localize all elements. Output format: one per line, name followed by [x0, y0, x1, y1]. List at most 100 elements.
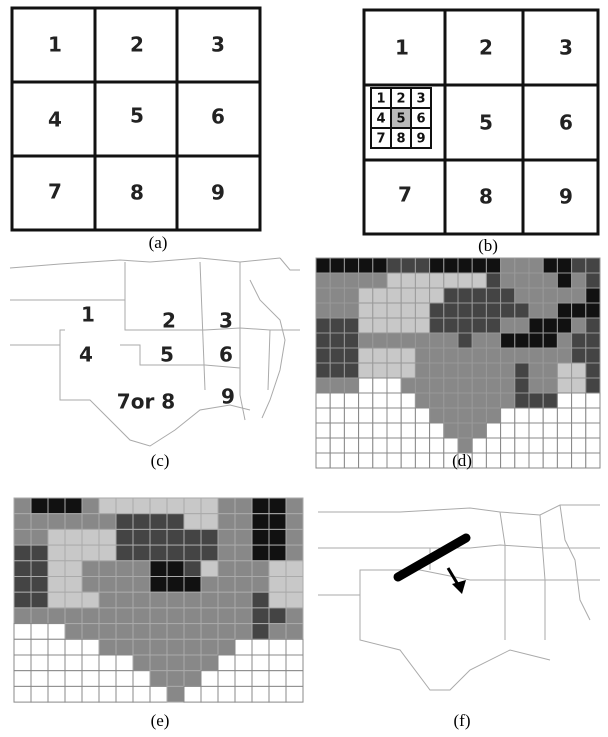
grid-cell — [330, 393, 344, 408]
grid-cell — [330, 258, 344, 273]
grid-cell — [252, 545, 269, 561]
grid-cell — [444, 303, 458, 318]
grid-cell — [387, 453, 401, 468]
grid-cell — [344, 273, 358, 288]
grid-cell — [82, 608, 99, 624]
grid-cell — [252, 498, 269, 514]
grid-cell — [444, 393, 458, 408]
cell-label: 6 — [559, 111, 573, 135]
grid-cell — [401, 258, 415, 273]
cell-label: 1 — [395, 36, 409, 60]
grid-cell — [444, 423, 458, 438]
grid-cell — [252, 608, 269, 624]
grid-cell — [515, 438, 529, 453]
grid-cell — [150, 561, 167, 577]
subcell-label: 5 — [396, 112, 405, 127]
grid-cell — [316, 408, 330, 423]
grid-cell — [316, 333, 330, 348]
grid-cell — [65, 529, 82, 545]
grid-cell — [387, 393, 401, 408]
grid-cell — [218, 624, 235, 640]
grid-cell — [344, 378, 358, 393]
grid-cell — [529, 408, 543, 423]
grid-cell — [201, 514, 218, 530]
grid-cell — [472, 453, 486, 468]
grid-cell — [252, 655, 269, 671]
cell-label: 7 — [48, 180, 62, 204]
grid-cell — [116, 577, 133, 593]
grid-cell — [387, 363, 401, 378]
grid-cell — [557, 303, 571, 318]
grid-cell — [572, 348, 586, 363]
grid-cell — [444, 348, 458, 363]
grid-cell — [430, 423, 444, 438]
grid-cell — [65, 608, 82, 624]
grid-cell — [586, 363, 600, 378]
grid-cell — [444, 363, 458, 378]
grid-cell — [184, 561, 201, 577]
grid-cell — [543, 363, 557, 378]
grid-cell — [269, 498, 286, 514]
grid-cell — [184, 639, 201, 655]
grid-cell — [415, 408, 429, 423]
grid-cell — [99, 577, 116, 593]
grid-cell — [387, 438, 401, 453]
grid-cell — [252, 592, 269, 608]
grid-cell — [150, 624, 167, 640]
grid-cell — [373, 258, 387, 273]
grid-cell — [557, 288, 571, 303]
map-label: 4 — [79, 343, 93, 367]
caption: (b) — [478, 236, 498, 255]
subcell-label: 6 — [416, 112, 425, 127]
grid-cell — [330, 288, 344, 303]
grid-cell — [373, 333, 387, 348]
grid-cell — [269, 639, 286, 655]
grid-cell — [373, 273, 387, 288]
grid-cell — [458, 378, 472, 393]
grid-cell — [586, 393, 600, 408]
grid-cell — [401, 318, 415, 333]
grid-cell — [401, 408, 415, 423]
subcell-label: 2 — [396, 92, 405, 107]
grid-cell — [184, 514, 201, 530]
grid-cell — [65, 498, 82, 514]
grid-cell — [252, 577, 269, 593]
grid-cell — [344, 438, 358, 453]
grid-cell — [387, 333, 401, 348]
grid-cell — [486, 273, 500, 288]
grid-cell — [472, 333, 486, 348]
grid-cell — [133, 671, 150, 687]
grid-cell — [218, 655, 235, 671]
grid-cell — [218, 639, 235, 655]
grid-cell — [557, 423, 571, 438]
grid-cell — [201, 686, 218, 702]
grid-cell — [515, 378, 529, 393]
grid-cell — [48, 639, 65, 655]
grid-cell — [316, 288, 330, 303]
grid-cell — [359, 378, 373, 393]
subcell-label: 7 — [376, 132, 385, 147]
grid-cell — [65, 624, 82, 640]
map-label: 3 — [219, 309, 233, 333]
grid-cell — [82, 561, 99, 577]
grid-cell — [184, 592, 201, 608]
grid-cell — [501, 453, 515, 468]
grid-cell — [330, 348, 344, 363]
grid-cell — [486, 318, 500, 333]
grid-cell — [150, 514, 167, 530]
grid-cell — [373, 408, 387, 423]
grid-cell — [359, 348, 373, 363]
grid-cell — [515, 348, 529, 363]
grid-cell — [150, 671, 167, 687]
grid-cell — [458, 273, 472, 288]
grid-cell — [359, 363, 373, 378]
grid-cell — [48, 624, 65, 640]
grid-cell — [14, 577, 31, 593]
grid-cell — [501, 288, 515, 303]
grid-cell — [252, 529, 269, 545]
subcell-label: 8 — [396, 132, 405, 147]
grid-cell — [415, 453, 429, 468]
grid-cell — [150, 498, 167, 514]
map-c — [10, 258, 300, 446]
grid-cell — [150, 545, 167, 561]
